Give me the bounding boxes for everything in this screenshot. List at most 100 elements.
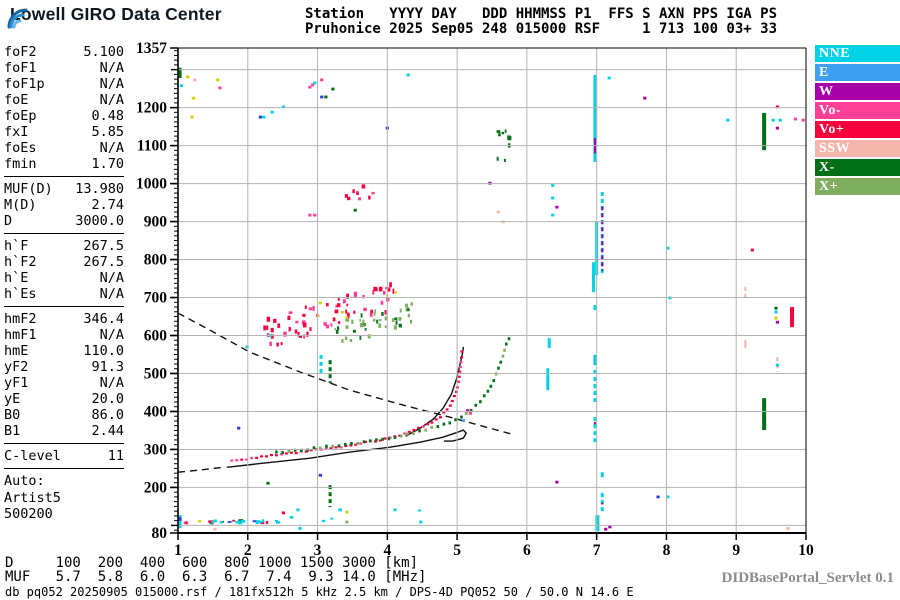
echo-cluster-point xyxy=(351,319,354,324)
trace-echo-point xyxy=(407,430,411,433)
echo-bar-seg xyxy=(328,367,332,372)
trace-echo-point xyxy=(430,421,434,424)
trace-echo-point xyxy=(507,337,511,341)
echo-point xyxy=(262,115,266,119)
param-row-hme: hmE 110.0 xyxy=(4,343,124,359)
echo-cluster-point xyxy=(503,158,506,162)
brand[interactable]: Lowell GIRO Data Center xyxy=(6,4,222,29)
x-tick-label: 9 xyxy=(732,542,740,559)
echo-bar-seg xyxy=(593,424,597,429)
param-row-foe: foE N/A xyxy=(4,92,124,108)
echo-cluster-point xyxy=(256,520,261,522)
param-row-hf2: h`F2 267.5 xyxy=(4,254,124,270)
autoscaling-info: Artist5 xyxy=(4,489,61,506)
echo-cluster-point xyxy=(368,195,371,200)
echo-cluster-point xyxy=(407,308,410,311)
echo-bar-seg xyxy=(744,293,747,298)
legend-item-x: X+ xyxy=(815,178,900,195)
echo-cluster-point xyxy=(359,336,362,340)
echo-cluster-point xyxy=(362,319,365,324)
autoscaling-info: 500200 xyxy=(4,506,53,522)
trace-echo-point xyxy=(452,394,456,398)
echo-bar xyxy=(790,307,795,328)
param-value: 91.3 xyxy=(91,359,124,375)
echo-cluster-point xyxy=(383,291,386,295)
echo-bar xyxy=(178,515,182,529)
param-label: h`F xyxy=(4,238,29,254)
trace-echo-point xyxy=(424,428,427,432)
echo-cluster-point xyxy=(361,184,366,189)
trace-echo-point xyxy=(434,418,438,421)
echo-cluster-point xyxy=(349,338,353,343)
trace-echo-point xyxy=(368,439,372,443)
trace-echo-point xyxy=(454,418,457,422)
echo-cluster-point xyxy=(410,302,413,306)
echo-bar-seg xyxy=(328,506,332,508)
echo-point xyxy=(313,213,317,217)
param-label: foE xyxy=(4,92,29,108)
param-label: B1 xyxy=(4,423,21,439)
echo-bar-seg xyxy=(601,262,604,267)
echo-cluster-point xyxy=(399,308,402,313)
trace-echo-point xyxy=(309,449,313,452)
echo-point xyxy=(666,246,670,250)
param-row-hmf1: hmF1 N/A xyxy=(4,327,124,343)
echo-cluster-point xyxy=(356,192,359,196)
y-tick-label: 900 xyxy=(144,214,168,231)
echo-cluster-point xyxy=(274,519,278,522)
echo-cluster-point xyxy=(302,313,306,317)
echo-cluster-point xyxy=(210,521,214,524)
param-row-hmf2: hmF2 346.4 xyxy=(4,311,124,327)
echo-point xyxy=(461,419,465,422)
legend-item-w: W xyxy=(815,83,900,100)
trace-echo-point xyxy=(235,459,239,462)
echo-bar xyxy=(595,515,600,532)
station-header-line1: Station YYYY DAY DDD HHMMSS P1 FFS S AXN… xyxy=(305,6,778,22)
echo-point xyxy=(604,527,608,531)
echo-point xyxy=(345,510,349,514)
echo-cluster-point xyxy=(369,312,373,317)
y-tick-label: 1200 xyxy=(136,100,167,117)
echo-cluster-point xyxy=(330,517,334,520)
trace-echo-point xyxy=(458,365,462,369)
echo-bar-seg xyxy=(600,198,604,203)
param-label: foF1 xyxy=(4,60,37,76)
echo-cluster-point xyxy=(213,519,217,523)
station-header: Station YYYY DAY DDD HHMMSS P1 FFS S AXN… xyxy=(305,7,777,37)
param-value: 2.74 xyxy=(91,197,124,213)
echo-point xyxy=(775,126,779,130)
param-value: N/A xyxy=(99,286,124,302)
echo-cluster-point xyxy=(358,197,362,201)
page-title: Lowell GIRO Data Center xyxy=(10,4,222,24)
echo-cluster-point xyxy=(362,295,365,299)
param-row-fmin: fmin 1.70 xyxy=(4,156,124,172)
echo-point xyxy=(318,473,322,477)
echo-cluster-point xyxy=(236,520,241,524)
echo-cluster-point xyxy=(287,315,291,320)
param-value: N/A xyxy=(99,92,124,108)
param-label: foF1p xyxy=(4,76,45,92)
param-row-ye: yE 20.0 xyxy=(4,391,124,407)
trace-echo-point xyxy=(364,440,368,444)
echo-cluster-point xyxy=(372,290,375,295)
param-label: h`E xyxy=(4,270,29,286)
trace-echo-point xyxy=(300,448,303,452)
legend-item-vo: Vo- xyxy=(815,102,900,119)
trace-echo-point xyxy=(489,384,493,388)
echo-bar-seg xyxy=(601,213,604,218)
echo-cluster-point xyxy=(393,325,397,330)
echo-cluster-point xyxy=(318,301,322,305)
echo-cluster-point xyxy=(255,521,259,525)
echo-cluster-point xyxy=(389,282,392,288)
echo-cluster-point xyxy=(498,133,501,137)
y-tick-label: 80 xyxy=(152,525,168,542)
echo-bar xyxy=(762,112,767,151)
y-tick-label: 800 xyxy=(144,252,168,269)
x-tick-label: 1 xyxy=(174,542,182,559)
echo-cluster-point xyxy=(269,341,272,347)
trace-echo-point xyxy=(245,458,249,461)
echo-cluster-point xyxy=(371,191,375,195)
trace-echo-point xyxy=(255,456,259,459)
param-label: foEs xyxy=(4,140,37,156)
panel-divider xyxy=(4,306,124,307)
